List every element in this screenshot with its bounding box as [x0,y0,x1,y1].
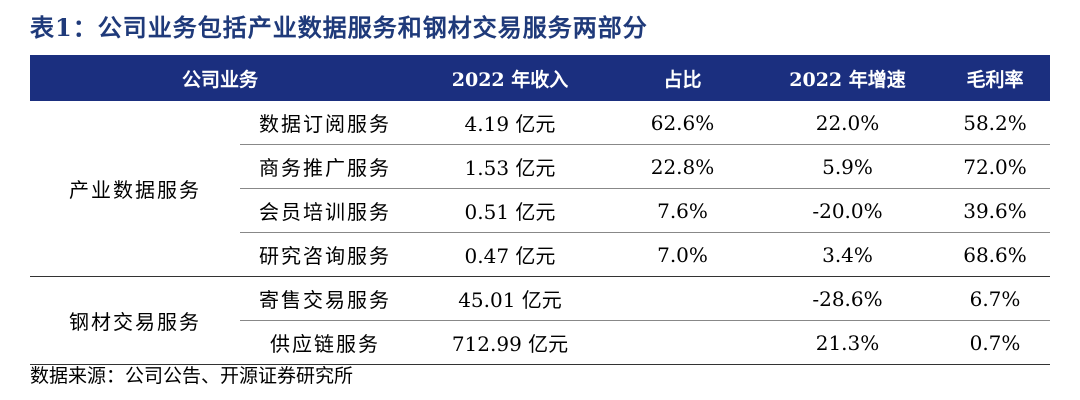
growth-cell: 21.3% [815,330,880,355]
table-row: 寄售交易服务 45.01 亿元 -28.6% 6.7% [240,277,1050,321]
table-header: 公司业务 2022 年收入 占比 2022 年增速 毛利率 [30,55,1050,101]
margin-cell: 0.7% [969,330,1021,355]
sub-business: 商务推广服务 [259,156,391,180]
table-row: 研究咨询服务 0.47 亿元 7.0% 3.4% 68.6% [240,233,1050,276]
header-margin: 毛利率 [966,68,1024,91]
revenue-cell: 4.19 亿元 [464,112,556,136]
group-steel-trading: 钢材交易服务 寄售交易服务 45.01 亿元 -28.6% 6.7% 供应链服务… [30,277,1050,365]
table-row: 供应链服务 712.99 亿元 21.3% 0.7% [240,321,1050,364]
share-cell [610,277,755,320]
growth-cell: 3.4% [822,242,873,267]
growth-cell: 22.0% [815,110,880,135]
revenue-cell: 712.99 亿元 [451,332,569,356]
revenue-cell: 0.47 亿元 [464,244,556,268]
share-cell: 22.8% [650,154,715,179]
revenue-cell: 45.01 亿元 [458,288,562,312]
table-title: 表1：公司业务包括产业数据服务和钢材交易服务两部分 [30,13,648,42]
revenue-cell: 0.51 亿元 [464,200,556,224]
group-name: 钢材交易服务 [69,310,201,334]
header-revenue: 2022 年收入 [451,68,569,91]
sub-business: 数据订阅服务 [259,112,391,136]
margin-cell: 72.0% [963,154,1027,179]
table-row: 会员培训服务 0.51 亿元 7.6% -20.0% 39.6% [240,189,1050,233]
sub-business: 供应链服务 [270,332,380,356]
share-cell: 7.0% [657,242,708,267]
group-name: 产业数据服务 [69,178,201,202]
growth-cell: -28.6% [812,286,883,311]
margin-cell: 6.7% [969,286,1021,311]
header-business: 公司业务 [181,68,258,91]
growth-cell: 5.9% [822,154,873,179]
header-growth: 2022 年增速 [789,68,906,91]
share-cell: 7.6% [657,198,708,223]
revenue-cell: 1.53 亿元 [464,156,556,180]
sub-business: 寄售交易服务 [259,288,391,312]
group-industry-data: 产业数据服务 数据订阅服务 4.19 亿元 62.6% 22.0% 58.2% … [30,101,1050,277]
source-note: 数据来源：公司公告、开源证券研究所 [30,365,354,387]
sub-business: 研究咨询服务 [259,244,391,268]
business-table: 公司业务 2022 年收入 占比 2022 年增速 毛利率 产业数据服务 数据订… [30,55,1050,365]
margin-cell: 68.6% [963,242,1027,267]
share-cell [610,321,755,364]
margin-cell: 58.2% [963,110,1027,135]
sub-business: 会员培训服务 [259,200,391,224]
margin-cell: 39.6% [963,198,1027,223]
share-cell: 62.6% [650,110,715,135]
growth-cell: -20.0% [812,198,883,223]
table-row: 数据订阅服务 4.19 亿元 62.6% 22.0% 58.2% [240,101,1050,145]
header-share: 占比 [663,68,702,91]
table-row: 商务推广服务 1.53 亿元 22.8% 5.9% 72.0% [240,145,1050,189]
